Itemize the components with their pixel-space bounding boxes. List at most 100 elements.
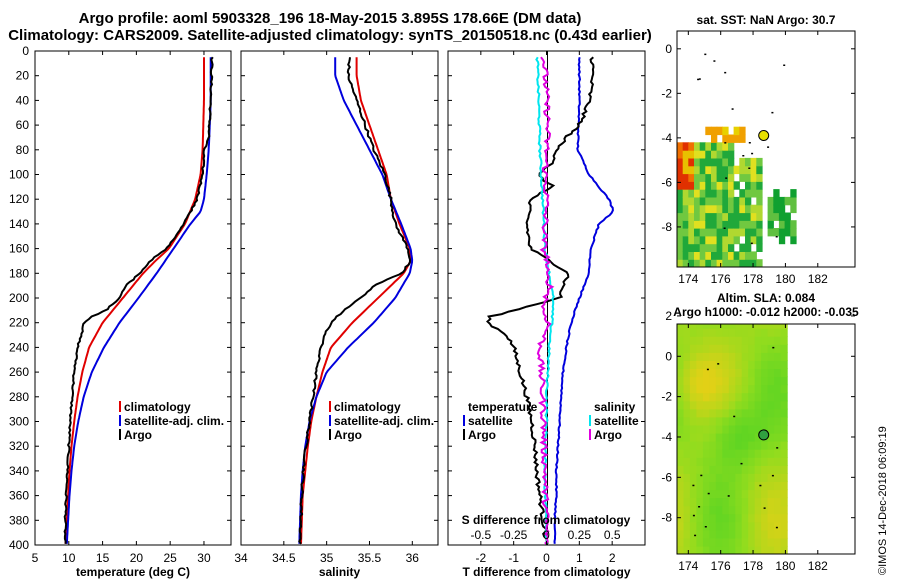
sla-cell <box>741 529 749 539</box>
sst-cell <box>722 189 729 198</box>
sst-cell <box>722 228 729 237</box>
sla-cell <box>715 441 723 450</box>
sst-cell <box>688 204 695 214</box>
sla-cell <box>709 497 717 507</box>
sst-cell <box>728 157 735 167</box>
sst-cell <box>688 259 695 267</box>
sst-cell <box>688 142 695 151</box>
sst-cell <box>716 157 723 167</box>
sst-cell <box>711 181 718 190</box>
map-x-tick-label: 174 <box>678 559 698 573</box>
sla-cell <box>683 481 691 491</box>
map-y-tick-label: 0 <box>665 42 672 56</box>
sla-cell <box>696 441 704 450</box>
sla-cell <box>728 441 736 450</box>
sla-cell <box>702 352 710 361</box>
sla-cell <box>728 521 736 531</box>
sla-cell <box>709 400 717 410</box>
sst-cell <box>745 189 752 198</box>
sla-cell <box>754 384 762 394</box>
sst-cell <box>677 173 684 182</box>
sla-cell <box>683 473 691 482</box>
coastline-speck <box>692 484 695 487</box>
sla-cell <box>683 457 691 466</box>
sla-cell <box>748 360 756 369</box>
sla-cell <box>774 521 782 531</box>
sla-cell <box>728 545 736 554</box>
sst-cell <box>694 220 701 229</box>
sla-cell <box>677 449 685 458</box>
sla-cell <box>754 400 762 410</box>
sla-cell <box>748 441 756 450</box>
sla-cell <box>748 328 756 337</box>
sla-cell <box>780 344 788 353</box>
sla-cell <box>715 384 723 394</box>
sst-cell <box>756 181 763 190</box>
sla-cell <box>754 497 762 507</box>
sla-cell <box>702 408 710 418</box>
sst-cell <box>756 196 763 206</box>
sla-cell <box>754 432 762 442</box>
sst-cell <box>705 220 712 229</box>
sla-cell <box>709 336 717 345</box>
sla-cell <box>689 344 697 353</box>
sla-map-subtitle: Argo h1000: -0.012 h2000: -0.035 <box>673 305 859 319</box>
page-title-line-2: Climatology: CARS2009. Satellite-adjuste… <box>8 27 652 44</box>
legend-temperature-header: temperature <box>468 400 538 414</box>
sla-cell <box>774 537 782 547</box>
sla-cell <box>715 513 723 523</box>
depth-tick-label: 340 <box>9 464 29 478</box>
sst-cell <box>728 228 735 237</box>
sst-cell <box>750 189 757 198</box>
sla-cell <box>741 489 749 499</box>
sla-cell <box>761 424 769 434</box>
depth-tick-label: 160 <box>9 242 29 256</box>
sla-cell <box>722 513 730 523</box>
sla-cell <box>761 537 769 547</box>
sla-cell <box>748 449 756 458</box>
map-x-tick-label: 174 <box>678 272 698 286</box>
sla-cell <box>741 473 749 482</box>
sla-cell <box>761 408 769 418</box>
sla-cell <box>754 537 762 547</box>
sla-cell <box>767 344 775 353</box>
sst-cell <box>790 228 797 237</box>
map-y-tick-label: -8 <box>661 511 672 525</box>
depth-tick-label: 220 <box>9 316 29 330</box>
sla-cell <box>683 521 691 531</box>
sla-cell <box>696 489 704 499</box>
sst-cell <box>733 220 740 229</box>
sla-cell <box>774 432 782 442</box>
sst-cell <box>677 228 684 237</box>
sst-cell <box>756 228 763 237</box>
sla-cell <box>715 424 723 434</box>
sla-cell <box>728 344 736 353</box>
sst-cell <box>688 251 695 260</box>
diff-sal-argo-line <box>536 56 555 545</box>
sla-cell <box>696 465 704 474</box>
sla-cell <box>709 545 717 554</box>
sla-cell <box>741 328 749 337</box>
sla-cell <box>709 424 717 434</box>
sla-cell <box>780 521 788 531</box>
sst-cell <box>716 181 723 190</box>
sla-cell <box>728 449 736 458</box>
sla-cell <box>696 324 704 329</box>
sla-cell <box>683 537 691 547</box>
sla-cell <box>722 424 730 434</box>
sla-cell <box>702 529 710 539</box>
sla-cell <box>728 324 736 329</box>
sla-cell <box>748 537 756 547</box>
sst-cell <box>711 228 718 237</box>
sla-cell <box>741 408 749 418</box>
sst-cell <box>677 235 684 245</box>
map-y-tick-label: 2 <box>665 309 672 323</box>
sla-cell <box>677 465 685 474</box>
sla-cell <box>748 392 756 402</box>
sst-cell <box>728 212 735 221</box>
sst-cell <box>716 204 723 214</box>
sla-cell <box>748 408 756 418</box>
coastline-speck <box>704 526 707 528</box>
sla-cell <box>767 545 775 554</box>
sst-cell <box>705 126 712 136</box>
